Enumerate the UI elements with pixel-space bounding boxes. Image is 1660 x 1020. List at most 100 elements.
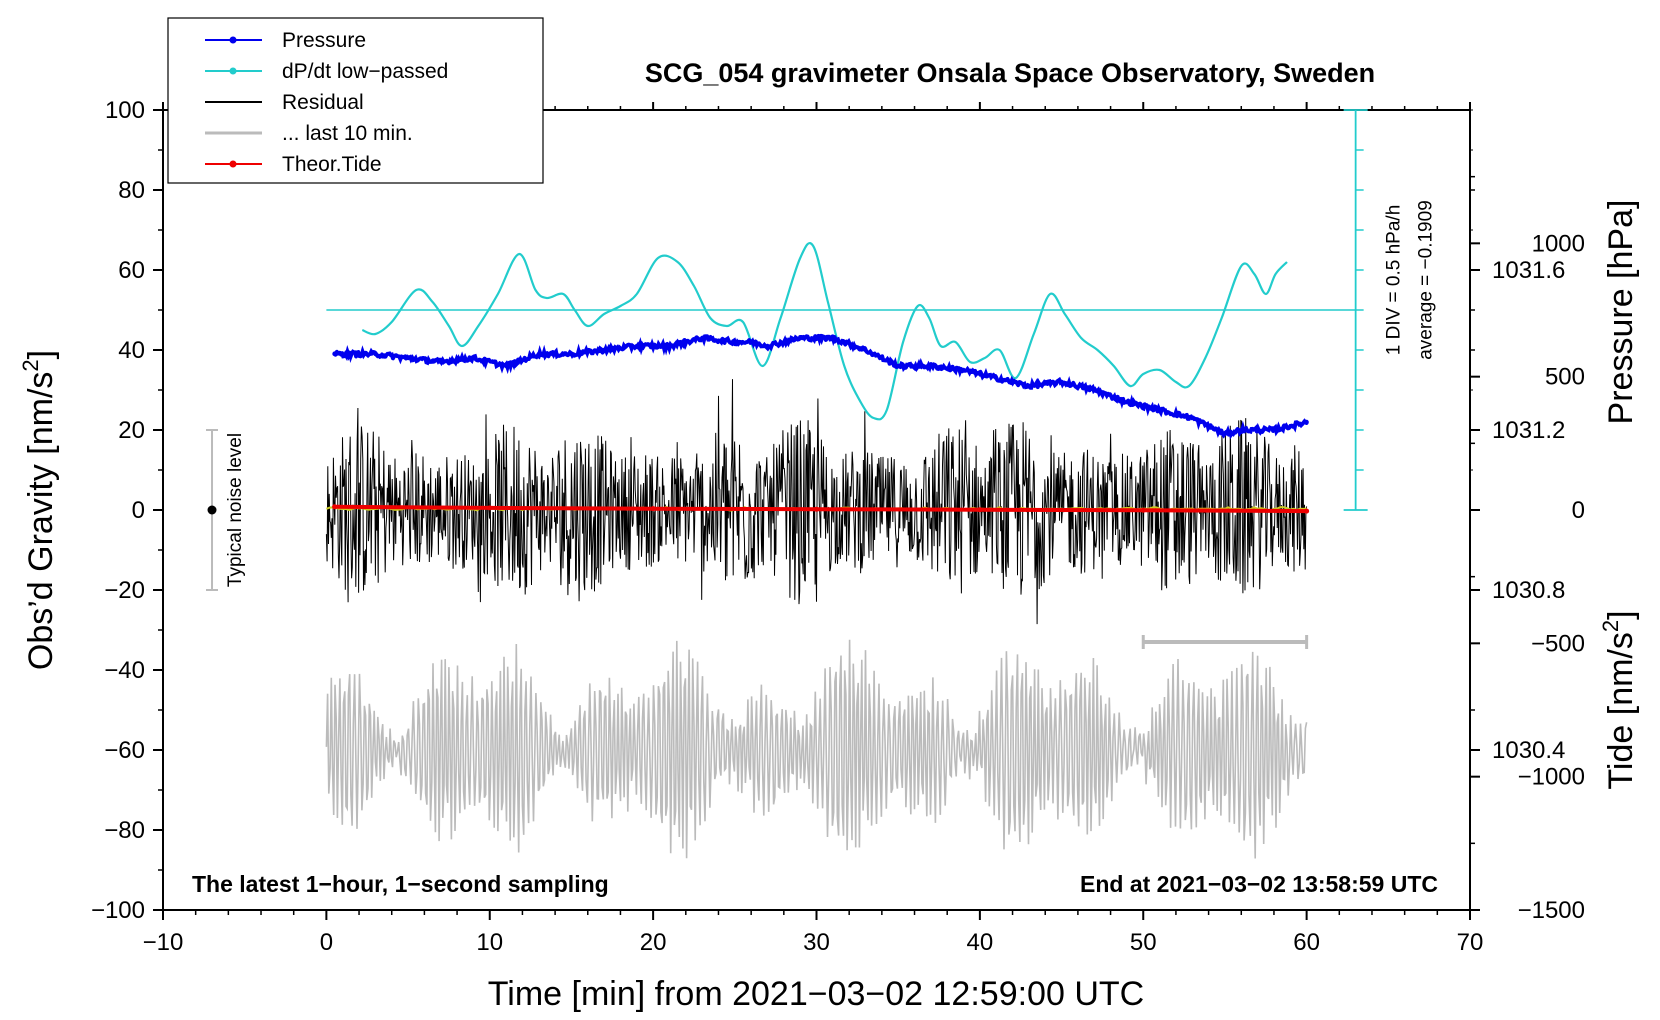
legend-marker — [229, 36, 237, 44]
x-tick-label: 70 — [1457, 929, 1484, 956]
x-tick-label: 50 — [1130, 929, 1157, 956]
series-theor-tide — [332, 504, 1310, 514]
pressure-point — [1222, 431, 1228, 437]
y-pressure-tick-label: 1031.6 — [1492, 257, 1565, 284]
y-left-tick-label: −100 — [91, 897, 145, 924]
pressure-point — [569, 351, 574, 357]
pressure-point — [732, 339, 738, 345]
x-tick-label: 10 — [476, 929, 503, 956]
pressure-point — [797, 335, 803, 341]
series-last-10-line — [325, 639, 1308, 859]
pressure-point — [1092, 387, 1097, 393]
bottom-right-note: End at 2021−03−02 13:58:59 UTC — [1080, 871, 1438, 897]
legend-marker — [229, 67, 237, 75]
y-pressure-tick-label: 1030.8 — [1492, 577, 1565, 604]
pressure-point — [1157, 407, 1162, 413]
series-dpdt-low-passed — [326, 242, 1356, 421]
tide-point — [1140, 507, 1146, 513]
pressure-point — [748, 339, 754, 345]
pressure-point — [1059, 379, 1064, 385]
pressure-point — [699, 335, 705, 341]
pressure-point — [667, 343, 672, 349]
pressure-point — [405, 355, 411, 361]
pressure-point — [373, 351, 378, 357]
y-left-axis-title-main: Obs’d Gravity [nm/s — [22, 372, 60, 671]
y-tide-axis-title-sup: 2 — [1598, 620, 1623, 632]
series-pressure — [332, 329, 1309, 440]
series-last-10-min — [325, 639, 1308, 859]
y-tide-tick-labels: 1000 500 0 −500 −1000 −1500 — [1518, 230, 1585, 924]
noise-label: Typical noise level — [225, 433, 246, 587]
y-left-tick-label: −20 — [104, 577, 145, 604]
y-tide-axis-title-close: ] — [1602, 610, 1640, 619]
x-tick-labels: −10 0 10 20 30 40 50 60 70 — [143, 929, 1484, 956]
dpdt-line — [361, 242, 1288, 421]
series-residual-line — [325, 379, 1308, 625]
pressure-point — [332, 351, 337, 357]
pressure-point — [601, 347, 607, 353]
tide-point — [487, 505, 493, 511]
y-left-tick-label: 100 — [105, 97, 145, 124]
y-left-tick-label: 20 — [118, 417, 145, 444]
pressure-point — [471, 355, 476, 361]
y-tide-tick-label: 500 — [1545, 364, 1585, 391]
x-tick-label: 20 — [640, 929, 667, 956]
y-left-tick-label: −40 — [104, 657, 145, 684]
pressure-point — [994, 375, 999, 381]
pressure-point — [863, 347, 868, 353]
pressure-point — [1271, 427, 1277, 433]
y-pressure-tick-labels: 1031.6 1031.2 1030.8 1030.4 — [1492, 257, 1565, 764]
y-left-tick-label: 0 — [132, 497, 145, 524]
y-tide-tick-label: −500 — [1531, 630, 1585, 657]
pressure-point — [765, 343, 770, 349]
pressure-scale-text-average: average = −0.1909 — [1416, 200, 1437, 360]
y-left-axis-title-sup: 2 — [18, 359, 43, 371]
x-tick-label: 40 — [967, 929, 994, 956]
tide-point — [332, 504, 338, 510]
y-tide-axis-title: Tide [nm/s2] — [1598, 610, 1640, 789]
x-tick-label: −10 — [143, 929, 184, 956]
pressure-point — [1124, 399, 1130, 405]
bottom-left-note: The latest 1−hour, 1−second sampling — [192, 871, 609, 897]
annotations: Typical noise level 1 DIV = 0.5 hPa/h aver… — [192, 109, 1438, 897]
tide-point — [650, 506, 656, 512]
y-left-axis-title: Obs’d Gravity [nm/s2] — [18, 350, 60, 670]
tide-point — [977, 507, 983, 513]
legend-label: Residual — [282, 91, 364, 114]
y-pressure-tick-label: 1031.2 — [1492, 417, 1565, 444]
x-axis-title: Time [min] from 2021−03−02 12:59:00 UTC — [488, 975, 1144, 1013]
legend-label: dP/dt low−passed — [282, 60, 448, 83]
y-tide-tick-label: 1000 — [1532, 230, 1585, 257]
y-left-tick-label: 80 — [118, 177, 145, 204]
pressure-point — [536, 351, 541, 357]
tide-point — [1304, 508, 1310, 514]
legend-label: Theor.Tide — [282, 153, 382, 176]
x-tick-label: 0 — [320, 929, 333, 956]
y-pressure-tick-label: 1030.4 — [1492, 737, 1565, 764]
pressure-point — [961, 367, 966, 373]
series-residual — [325, 379, 1308, 625]
pressure-scale-text-div: 1 DIV = 0.5 hPa/h — [1384, 205, 1405, 356]
y-left-tick-labels: 100 80 60 40 20 0 −20 −40 −60 −80 −100 — [91, 97, 145, 924]
y-tide-tick-label: −1000 — [1518, 764, 1585, 791]
y-pressure-axis-title: Pressure [hPa] — [1602, 200, 1640, 425]
tide-point — [814, 506, 819, 512]
y-left-tick-label: 40 — [118, 337, 145, 364]
x-tick-label: 60 — [1293, 929, 1320, 956]
pressure-point — [1026, 383, 1032, 389]
pressure-point — [438, 359, 443, 365]
legend-label: Pressure — [282, 29, 366, 52]
pressure-point — [634, 343, 639, 349]
y-left-tick-label: −80 — [104, 817, 145, 844]
pressure-point — [503, 363, 509, 369]
pressure-line — [332, 329, 1309, 440]
y-left-tick-label: 60 — [118, 257, 145, 284]
pressure-point — [1239, 427, 1244, 433]
pressure-point — [1190, 415, 1195, 421]
chart-title: SCG_054 gravimeter Onsala Space Observat… — [645, 58, 1375, 88]
pressure-point — [928, 363, 934, 369]
x-tick-label: 30 — [803, 929, 830, 956]
y-tide-axis-title-main: Tide [nm/s — [1602, 632, 1640, 789]
y-tide-tick-label: −1500 — [1518, 897, 1585, 924]
